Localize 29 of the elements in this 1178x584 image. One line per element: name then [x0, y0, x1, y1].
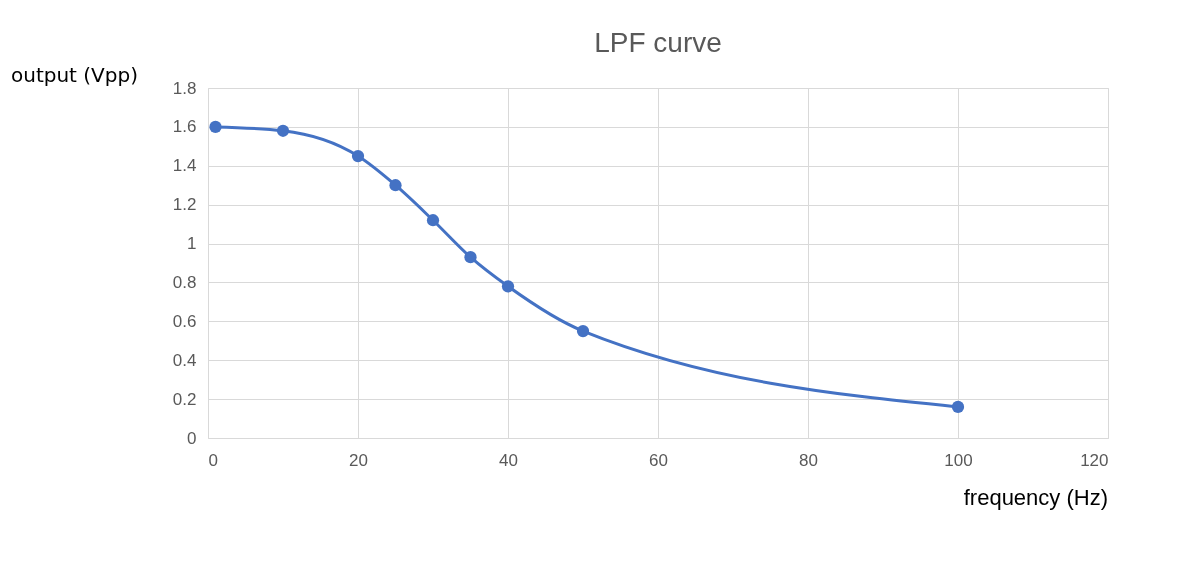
- y-tick-label: 0.6: [172, 311, 197, 331]
- y-tick-label: 0.8: [172, 272, 197, 292]
- x-tick-label: 20: [349, 450, 368, 470]
- x-tick-label: 100: [944, 450, 973, 470]
- x-tick-label: 120: [1080, 450, 1109, 470]
- y-tick-label: 0.2: [172, 389, 197, 409]
- y-tick-label: 0: [187, 428, 197, 448]
- y-tick-label: 0.4: [172, 350, 197, 370]
- x-tick-label: 40: [499, 450, 518, 470]
- point: [276, 124, 290, 137]
- x-tick-label: 80: [799, 450, 818, 470]
- x-tick-label: 60: [649, 450, 668, 470]
- y-tick-label: 1: [187, 234, 197, 254]
- x-tick-label: 0: [208, 450, 218, 470]
- point: [426, 214, 440, 227]
- y-tick-label: 1.6: [172, 117, 197, 137]
- y-tick-label: 1.4: [172, 156, 197, 176]
- point: [351, 149, 365, 163]
- point: [389, 179, 402, 192]
- point: [951, 400, 965, 413]
- y-tick-label: 1.2: [172, 195, 197, 215]
- chart-title: LPF curve: [594, 27, 722, 58]
- y-axis-title: output (Vpp): [10, 63, 138, 87]
- point: [501, 280, 515, 293]
- y-tick-label: 1.8: [172, 78, 197, 98]
- point: [576, 324, 590, 338]
- point: [209, 120, 222, 133]
- point: [464, 251, 477, 264]
- x-axis-title: frequency (Hz): [963, 485, 1108, 510]
